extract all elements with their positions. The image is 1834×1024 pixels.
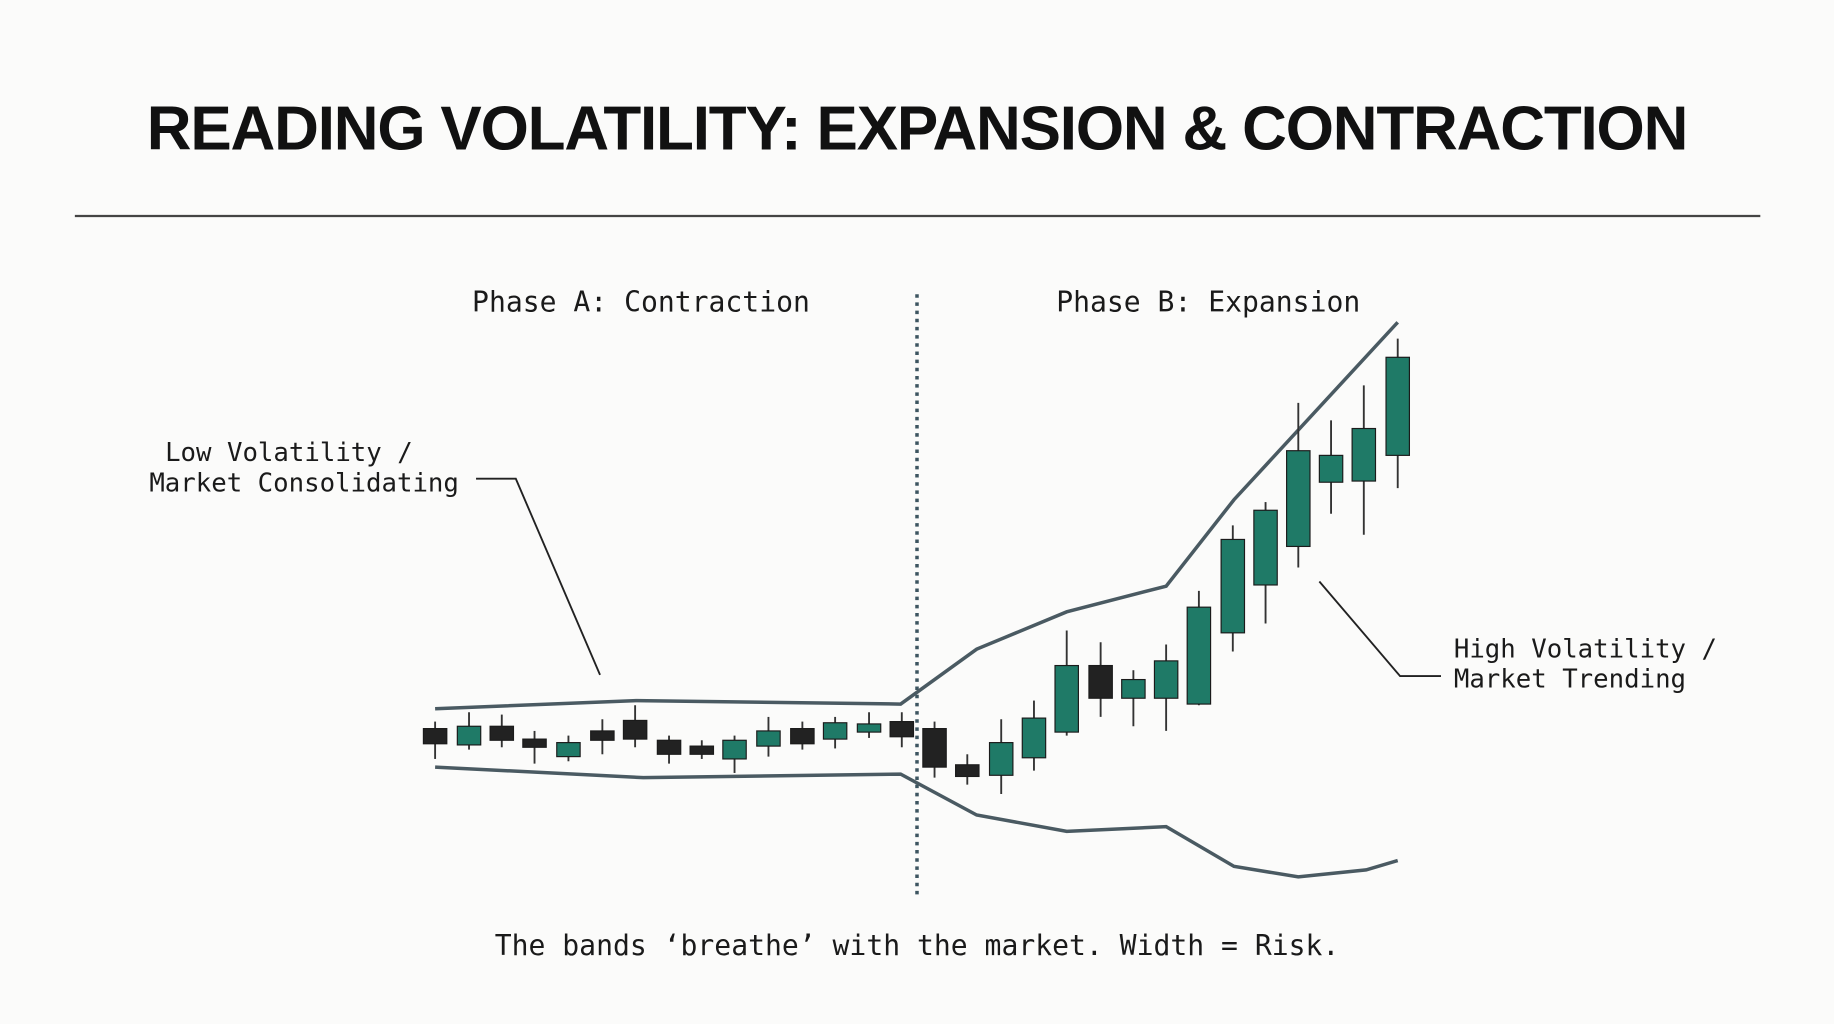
candle-body [1054,664,1079,733]
candle-body [922,728,947,768]
phase-label: Phase A: Contraction [472,286,810,319]
candle-body [756,730,781,747]
candle-body [1385,356,1411,456]
candle-body [1186,606,1212,705]
candle-body [522,738,547,748]
candle-body [988,742,1014,776]
candle-body [790,728,815,745]
candle-body [689,745,715,755]
candle-body [1121,678,1146,699]
candle-body [1253,509,1278,586]
annotation: Low Volatility / [165,438,413,468]
candle-body [590,730,615,741]
callout-line [476,477,601,676]
annotation: High Volatility / [1454,634,1717,664]
candle-body [955,764,980,778]
candle-body [1351,427,1377,482]
candle-body [722,739,747,760]
callout-line [1318,580,1441,677]
candle-body [1318,454,1344,483]
candle-body [1021,717,1047,759]
candle-body [556,742,581,758]
candle-body [622,719,648,740]
candle-body [489,725,515,741]
annotation: Market Trending [1454,665,1686,695]
candle-body [1088,664,1113,699]
lower-band [435,765,1399,879]
title: READING VOLATILITY: EXPANSION & CONTRACT… [147,95,1687,164]
candle-body [1286,450,1311,548]
candle-body [422,728,448,745]
candle-body [1153,660,1179,699]
candle-body [656,739,682,755]
phase-label: Phase B: Expansion [1056,286,1360,319]
annotation: Market Consolidating [149,469,459,499]
candle-body [856,723,882,733]
caption: The bands ‘breathe’ with the market. Wid… [495,929,1340,962]
candles [422,338,1411,794]
candle-body [822,722,848,740]
candle-body [456,725,482,746]
candle-body [1220,538,1246,634]
candle-body [889,721,915,738]
upper-band [435,321,1400,711]
